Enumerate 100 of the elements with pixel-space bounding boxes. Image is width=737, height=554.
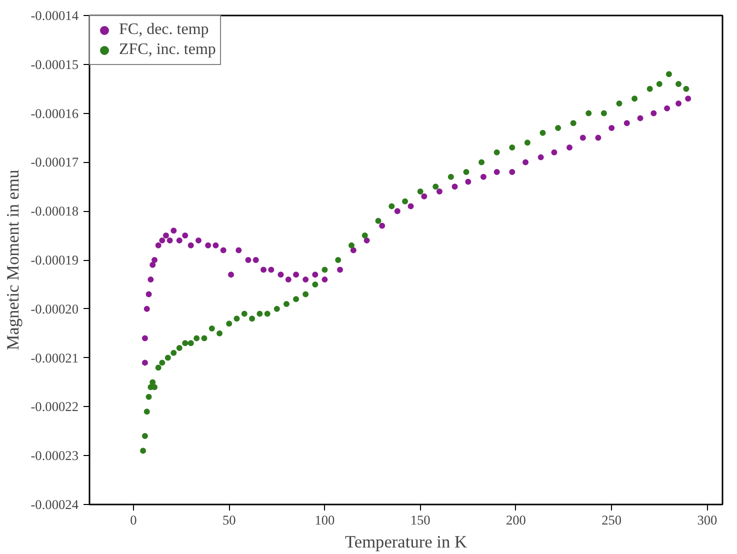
y-tick-label: -0.00021 [30, 350, 79, 366]
point [555, 124, 562, 131]
point [322, 276, 328, 283]
point [417, 188, 424, 195]
x-tick-label: 200 [506, 512, 526, 528]
point [421, 193, 428, 200]
point [480, 174, 486, 180]
point [676, 80, 682, 87]
point [463, 168, 470, 175]
point [595, 134, 602, 141]
point [494, 149, 500, 156]
point [234, 316, 240, 322]
point [494, 168, 500, 175]
point [176, 237, 182, 244]
point [524, 140, 530, 146]
point [436, 188, 442, 195]
point [465, 178, 472, 185]
point [580, 134, 586, 141]
point [236, 247, 242, 254]
point [150, 262, 156, 268]
point [278, 272, 284, 278]
point [283, 301, 290, 308]
point [142, 360, 148, 366]
point [146, 394, 152, 400]
point [362, 232, 368, 239]
point [522, 159, 529, 166]
point [538, 154, 544, 160]
point [252, 257, 259, 263]
point [364, 237, 370, 244]
point [220, 247, 226, 254]
point [312, 272, 318, 278]
y-tick-label: -0.00015 [30, 56, 79, 72]
point [146, 291, 152, 298]
point [256, 310, 263, 317]
y-axis-title: Magnetic Moment in emu [4, 169, 23, 350]
point [155, 242, 162, 248]
point [285, 276, 292, 283]
point [170, 228, 177, 234]
point [140, 448, 146, 454]
point [293, 272, 300, 278]
point [375, 218, 382, 224]
point [570, 120, 576, 126]
point [226, 320, 232, 327]
y-tick-label: -0.00016 [30, 106, 79, 121]
y-tick-label: -0.00024 [30, 497, 79, 512]
point [170, 350, 177, 356]
point [176, 345, 182, 352]
point [144, 408, 150, 415]
point [188, 340, 194, 346]
x-tick-label: 100 [314, 512, 336, 528]
point [350, 247, 356, 254]
point [159, 360, 166, 366]
point [155, 364, 162, 371]
point [402, 198, 408, 204]
point [212, 242, 219, 248]
point [142, 433, 148, 440]
point [650, 110, 657, 116]
point [249, 316, 256, 322]
point [448, 174, 454, 180]
point [302, 276, 309, 283]
point [566, 144, 573, 151]
point [201, 335, 208, 342]
point [166, 237, 173, 244]
point [379, 222, 386, 229]
y-tick-label: -0.00014 [30, 8, 79, 23]
point [683, 86, 690, 92]
point [432, 184, 439, 190]
point [637, 115, 644, 122]
point [608, 124, 615, 131]
x-tick-label: 0 [130, 512, 138, 528]
point [302, 291, 309, 298]
point [452, 184, 458, 190]
point [509, 144, 516, 151]
x-tick-label: 300 [697, 512, 718, 528]
legend-label: ZFC, inc. temp [119, 41, 216, 59]
point [664, 105, 670, 112]
point [586, 110, 592, 116]
point [205, 242, 212, 248]
point [408, 203, 414, 210]
point [348, 242, 354, 248]
point [148, 276, 154, 283]
point [337, 266, 344, 273]
y-tick-label: -0.00017 [30, 154, 79, 170]
point [322, 266, 328, 273]
point [164, 354, 171, 361]
point [388, 203, 395, 210]
point [142, 335, 148, 342]
point [394, 208, 400, 214]
point [264, 310, 270, 317]
point [268, 266, 274, 273]
x-axis-title: Temperature in K [345, 532, 468, 552]
point [312, 281, 318, 288]
point [150, 379, 156, 386]
point [245, 257, 252, 263]
y-tick-label: -0.00023 [30, 448, 79, 464]
point [182, 232, 188, 239]
point [152, 257, 158, 263]
point [194, 335, 200, 342]
point [216, 330, 223, 336]
point [188, 242, 194, 248]
